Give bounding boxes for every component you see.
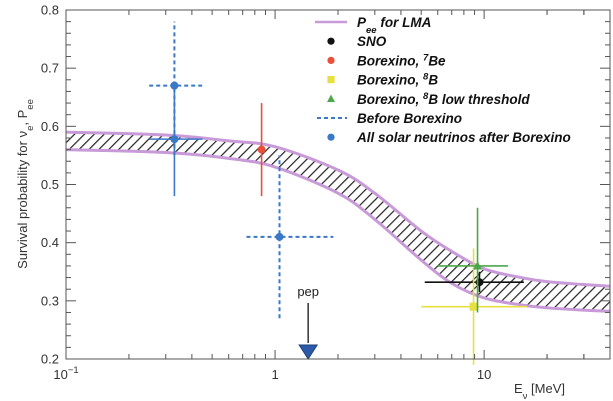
lma-band xyxy=(65,130,611,313)
legend-item-p-for-lma: Pee for LMA xyxy=(315,15,431,36)
data-point-marker xyxy=(475,278,484,287)
legend-swatch xyxy=(327,94,335,103)
series-all-solar-neutrinos-after-borexino xyxy=(149,81,284,241)
legend-label: Borexino, 7Be xyxy=(357,52,446,69)
data-point-marker xyxy=(170,135,179,144)
legend-swatch xyxy=(327,56,335,64)
y-axis-label: Survival probability for νe, Pee xyxy=(15,99,36,269)
y-tick-label: 0.2 xyxy=(41,352,59,367)
series-borexino-8b xyxy=(421,248,527,365)
legend-item-borexino-7be: Borexino, 7Be xyxy=(327,52,446,69)
legend-label: Pee for LMA xyxy=(357,15,431,36)
x-tick-label: 1 xyxy=(271,367,278,382)
y-tick-label: 0.7 xyxy=(41,61,59,76)
y-tick-label: 0.3 xyxy=(41,293,59,308)
legend-item-all-solar-neutrinos-after-borexino: All solar neutrinos after Borexino xyxy=(327,130,571,145)
y-tick-label: 0.8 xyxy=(41,3,59,18)
legend-item-before-borexino: Before Borexino xyxy=(317,111,462,126)
y-axis-ticks: 0.2 0.3 0.4 0.5 0.6 0.7 0.8 xyxy=(41,3,610,367)
data-point-marker xyxy=(469,302,478,311)
pep-annotation: pep xyxy=(297,284,319,360)
legend-swatch xyxy=(327,76,335,84)
data-points xyxy=(149,21,527,365)
pep-label: pep xyxy=(297,284,319,299)
x-tick-label: 10 xyxy=(477,367,491,382)
legend-swatch xyxy=(327,37,335,45)
y-tick-label: 0.6 xyxy=(41,119,59,134)
data-point-marker xyxy=(275,232,284,241)
data-point-marker xyxy=(257,145,266,154)
y-tick-label: 0.4 xyxy=(41,235,59,250)
x-axis-ticks: 10−1 1 10 xyxy=(53,10,611,382)
data-point-marker xyxy=(473,261,482,270)
legend-label: SNO xyxy=(357,34,387,49)
legend-label: Before Borexino xyxy=(357,111,462,126)
x-tick-label: 10−1 xyxy=(53,365,78,382)
legend-swatch xyxy=(327,133,335,141)
y-tick-label: 0.5 xyxy=(41,177,59,192)
legend-item-borexino-8b: Borexino, 8B xyxy=(327,71,438,88)
legend-item-borexino-8b-low-threshold: Borexino, 8B low threshold xyxy=(327,90,530,107)
band-upper-edge xyxy=(65,130,611,288)
x-axis-label: Eν [MeV] xyxy=(514,381,565,401)
legend-label: All solar neutrinos after Borexino xyxy=(356,130,571,145)
legend-label: Borexino, 8B xyxy=(357,71,438,88)
band-lower-edge xyxy=(65,148,611,313)
band-fill xyxy=(66,132,610,312)
legend-label: Borexino, 8B low threshold xyxy=(357,90,530,107)
legend-item-sno: SNO xyxy=(327,34,387,49)
series-borexino-8b-low-threshold xyxy=(437,207,508,313)
series-borexino-7be xyxy=(257,103,266,197)
pep-arrow-head xyxy=(298,344,319,360)
